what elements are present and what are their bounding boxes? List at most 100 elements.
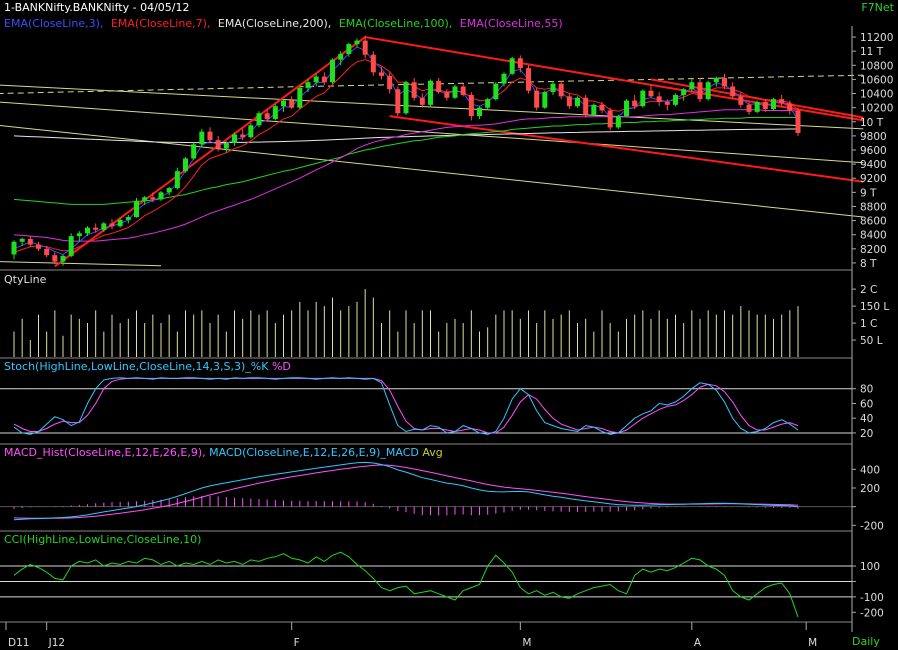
candle-body: [452, 86, 458, 98]
candle-body: [730, 86, 736, 97]
price-tick-label: 9 T: [860, 187, 877, 199]
candle-body: [150, 197, 156, 200]
candle-body: [85, 227, 90, 234]
candle-body: [468, 94, 474, 117]
date-tick-label: F: [294, 637, 300, 649]
candle-body: [705, 82, 711, 100]
candle-body: [289, 100, 295, 108]
candle-body: [134, 200, 139, 218]
candle-body: [174, 171, 180, 189]
candle-body: [738, 96, 744, 105]
qty-tick-label: 50 L: [860, 335, 883, 347]
candle-body: [599, 104, 605, 111]
macd-panel: [0, 461, 852, 521]
stoch-tick-label: 60: [860, 398, 873, 410]
candle-body: [272, 106, 278, 119]
qty-tick-label: 150 L: [860, 301, 889, 313]
price-tick-label: 8 T: [860, 258, 877, 270]
stoch-d-label: %D: [271, 360, 291, 373]
candle-body: [207, 131, 213, 141]
date-tick-label: M: [522, 637, 531, 649]
candle-body: [795, 110, 801, 134]
short-trendline: [650, 78, 864, 119]
price-tick-label: 11 T: [860, 46, 884, 58]
legend-ema200: EMA(CloseLine,200),: [217, 17, 332, 30]
macd-line-label: MACD(CloseLine,E,12,E,26,E,9)_MACD: [209, 446, 419, 459]
candle-body: [509, 58, 515, 74]
candle-body: [517, 58, 523, 69]
ema55-line: [13, 109, 799, 242]
candle-body: [485, 99, 491, 108]
support-line: [0, 125, 864, 218]
candle-body: [330, 59, 335, 83]
stoch-k-label: Stoch(HighLine,LowLine,CloseLine,14,3,S,…: [4, 360, 269, 373]
price-panel: [0, 35, 864, 268]
candle-body: [232, 134, 237, 143]
ema3-line: [13, 46, 799, 256]
candle-body: [746, 104, 752, 112]
candle-body: [403, 82, 409, 114]
candle-body: [158, 192, 164, 200]
price-tick-label: 10600: [860, 74, 893, 86]
candle-body: [346, 44, 352, 54]
candle-body: [101, 223, 107, 230]
date-tick-label: J12: [48, 637, 65, 649]
resistance-dashed: [307, 74, 864, 87]
indicator-legend: EMA(CloseLine,3), EMA(CloseLine,7), EMA(…: [4, 17, 567, 30]
candle-body: [697, 82, 703, 100]
candle-body: [779, 99, 785, 104]
legend-ema3: EMA(CloseLine,3),: [4, 17, 104, 30]
candle-body: [117, 219, 123, 227]
candle-body: [125, 217, 131, 220]
candle-body: [771, 99, 776, 110]
candle-body: [305, 82, 311, 88]
price-tick-label: 9200: [860, 173, 887, 185]
candle-body: [27, 238, 33, 245]
support-line: [0, 101, 864, 164]
price-tick-label: 9400: [860, 159, 887, 171]
candle-body: [52, 255, 58, 262]
candle-body: [313, 76, 319, 83]
candle-body: [142, 197, 148, 201]
candle-body: [624, 100, 629, 117]
candle-body: [550, 83, 556, 93]
qty-tick-label: 2 C: [860, 284, 877, 296]
period-label: Daily: [852, 635, 880, 648]
candle-body: [656, 96, 662, 102]
price-tick-label: 9800: [860, 131, 887, 143]
macd-tick-label: 400: [860, 464, 880, 476]
candle-body: [444, 92, 450, 98]
price-tick-label: 8200: [860, 244, 887, 256]
lower-channel: [389, 115, 864, 183]
legend-ema100: EMA(CloseLine,100),: [338, 17, 453, 30]
candle-body: [566, 96, 572, 107]
candle-body: [501, 73, 507, 84]
brand-label: F7Net: [861, 1, 894, 14]
candle-body: [321, 76, 327, 83]
candle-body: [264, 113, 270, 119]
candle-body: [387, 75, 393, 90]
stoch-k-line: [13, 377, 799, 435]
candle-body: [534, 90, 540, 108]
date-tick-label: D11: [8, 637, 29, 649]
legend-ema7: EMA(CloseLine,7),: [110, 17, 211, 30]
candle-body: [183, 158, 188, 172]
candle-body: [166, 188, 172, 193]
axes: 11200 11 T 10800 10600 10400 10200 10 T 9800 960…: [0, 26, 893, 649]
candle-body: [362, 40, 368, 55]
stoch-panel: [0, 377, 852, 435]
candle-body: [354, 40, 360, 45]
candle-body: [526, 68, 531, 91]
price-tick-label: 10800: [860, 60, 893, 72]
candle-body: [591, 104, 597, 115]
macd-panel-title: MACD_Hist(CloseLine,E,12,E,26,E,9), MACD…: [4, 446, 443, 459]
macd-tick-label: 200: [860, 483, 880, 495]
candle-body: [493, 83, 499, 100]
candle-body: [281, 100, 286, 107]
candle-body: [713, 78, 719, 83]
candle-body: [76, 233, 82, 237]
candle-body: [411, 82, 417, 98]
candle-body: [93, 227, 99, 230]
candle-body: [191, 144, 197, 159]
